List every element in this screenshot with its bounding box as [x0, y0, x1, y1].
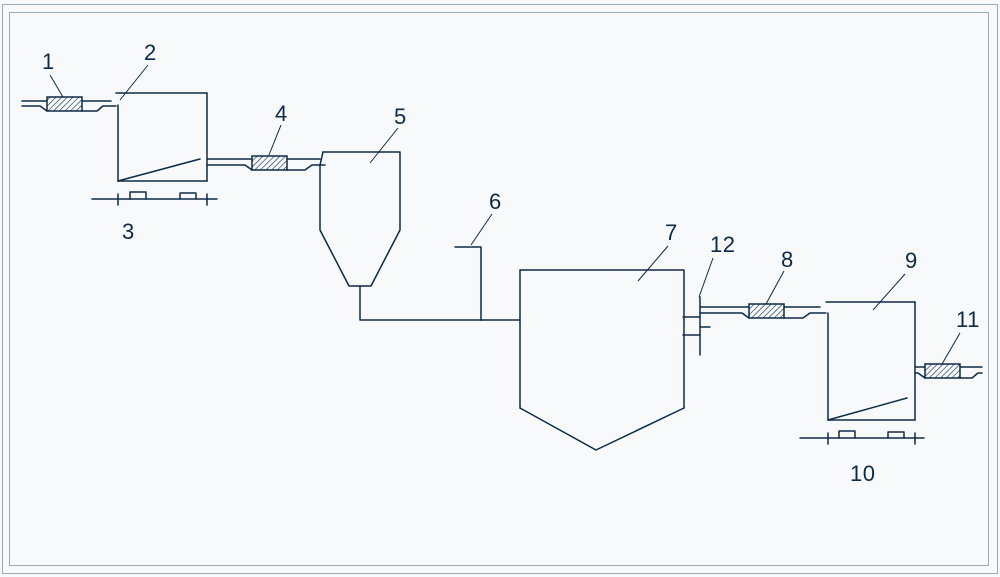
diagram-line	[700, 313, 749, 318]
leader-line-5	[370, 128, 398, 163]
leader-line-7	[638, 246, 668, 281]
diagram-line	[960, 373, 982, 378]
label-11: 11	[956, 307, 980, 333]
diagram-line	[455, 247, 481, 320]
leader-line-6	[471, 214, 492, 245]
label-3: 3	[122, 219, 135, 245]
leader-line-1	[50, 75, 63, 97]
hatched-block-b11	[925, 364, 960, 378]
diagram-line	[82, 106, 116, 111]
hatched-block-b4	[252, 156, 287, 170]
diagram-line	[915, 373, 925, 378]
label-5: 5	[394, 104, 407, 130]
leader-line-9	[873, 274, 905, 310]
label-10: 10	[850, 461, 875, 487]
leader-line-12	[699, 258, 713, 297]
diagram-line	[320, 152, 400, 286]
label-1: 1	[42, 49, 55, 75]
diagram-line	[22, 106, 47, 111]
diagram-line	[360, 286, 481, 320]
diagram-canvas	[0, 0, 1000, 577]
label-12: 12	[710, 232, 735, 258]
label-2: 2	[144, 40, 157, 66]
leader-line-4	[269, 125, 281, 155]
hatched-block-b8	[749, 304, 784, 318]
diagram-line	[828, 398, 907, 420]
diagram-line	[784, 313, 826, 318]
label-6: 6	[489, 189, 502, 215]
label-8: 8	[781, 247, 794, 273]
leader-line-8	[766, 271, 784, 304]
label-4: 4	[275, 101, 288, 127]
leader-line-2	[120, 65, 148, 100]
label-9: 9	[905, 248, 918, 274]
diagram-line	[520, 408, 684, 450]
diagram-line	[520, 270, 684, 408]
hatched-block-b1	[47, 97, 82, 111]
leader-line-11	[942, 333, 960, 364]
diagram-line	[118, 159, 200, 181]
label-7: 7	[665, 220, 678, 246]
diagram-line	[207, 165, 252, 170]
